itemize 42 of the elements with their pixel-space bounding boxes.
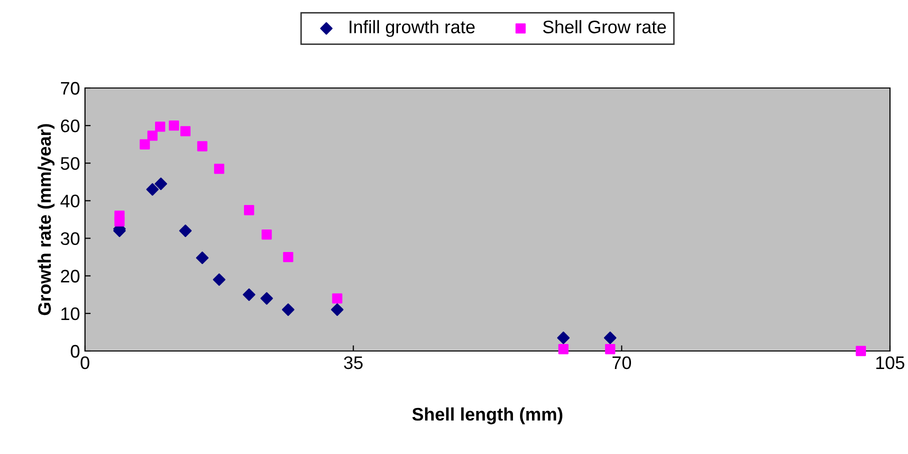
point — [168, 120, 180, 131]
point — [242, 288, 256, 301]
legend-label: Infill growth rate — [350, 20, 475, 37]
point — [262, 229, 272, 240]
point — [330, 303, 344, 316]
point — [214, 164, 224, 174]
point — [605, 344, 616, 354]
point — [114, 216, 125, 226]
y-tick-label: 0 — [70, 344, 80, 358]
point — [557, 332, 570, 344]
y-tick-label: 30 — [60, 232, 80, 246]
x-tick-label: 105 — [876, 356, 904, 370]
point — [155, 122, 166, 132]
y-tick-label: 70 — [60, 82, 80, 95]
point — [244, 205, 254, 216]
point — [282, 303, 294, 316]
y-tick-label: 20 — [60, 270, 80, 283]
legend-label: Shell Grow rate — [543, 20, 666, 34]
point — [856, 346, 866, 356]
y-tick-label: 40 — [60, 194, 80, 208]
point — [154, 178, 168, 190]
point — [604, 332, 616, 344]
point — [140, 139, 150, 150]
point — [283, 252, 294, 262]
y-tick-label: 10 — [61, 307, 80, 320]
x-axis-title: Shell length (mm) — [412, 407, 562, 424]
point — [558, 344, 568, 354]
point — [197, 141, 208, 152]
point — [260, 292, 273, 305]
point — [212, 273, 226, 286]
x-tick-label: 70 — [612, 356, 632, 370]
x-tick-label: 0 — [80, 356, 90, 370]
x-tick-label: 35 — [344, 356, 363, 370]
point — [147, 130, 158, 141]
y-tick-label: 60 — [60, 120, 80, 132]
point — [179, 224, 192, 238]
point — [180, 126, 191, 136]
point — [146, 183, 159, 196]
y-axis-title: Growth rate (mm/year) — [38, 124, 54, 316]
point — [332, 293, 342, 304]
point — [196, 252, 209, 264]
y-tick-label: 50 — [60, 157, 80, 170]
